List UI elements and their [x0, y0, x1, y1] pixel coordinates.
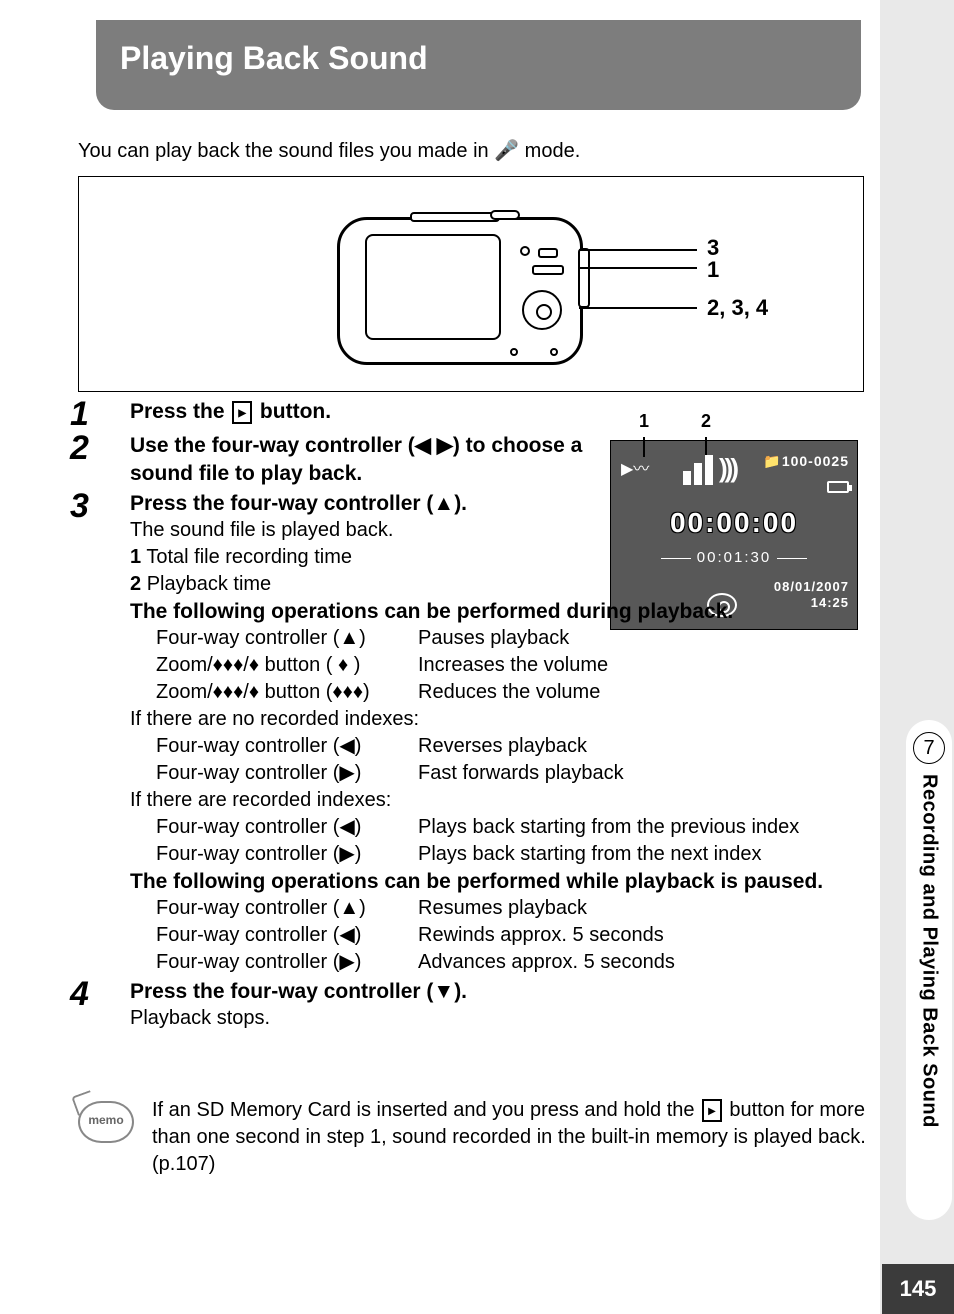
sidebar: 7 Recording and Playing Back Sound 145: [880, 0, 954, 1314]
step-1: 1 Press the button.: [70, 398, 870, 430]
op4b: Reverses playback: [418, 733, 870, 760]
play-button-icon: [702, 1099, 722, 1122]
op8a: Four-way controller (▲): [156, 895, 418, 922]
step-2-num: 2: [70, 432, 130, 464]
step-1-text-a: Press the: [130, 400, 230, 423]
op6a: Four-way controller (◀): [156, 814, 418, 841]
op2b: Increases the volume: [418, 652, 870, 679]
page-number: 145: [882, 1264, 954, 1314]
camera-diagram: 3 1 2, 3, 4: [78, 176, 864, 392]
memo-icon: memo: [78, 1101, 134, 1143]
op7a: Four-way controller (▶): [156, 841, 418, 868]
section-title: Playing Back Sound: [120, 40, 837, 77]
ops-with-index: Four-way controller (◀)Plays back starti…: [130, 814, 870, 868]
op9a: Four-way controller (◀): [156, 922, 418, 949]
callout-1: 1: [707, 257, 719, 283]
section-header: Playing Back Sound: [96, 20, 861, 110]
step-4-text: Press the four-way controller (▼).: [130, 978, 870, 1005]
op4a: Four-way controller (◀): [156, 733, 418, 760]
camera-illustration: [337, 217, 583, 365]
intro-prefix: You can play back the sound files you ma…: [78, 140, 494, 162]
op2a: Zoom/♦♦♦/♦ button ( ♦ ): [156, 652, 418, 679]
memo-block: memo If an SD Memory Card is inserted an…: [78, 1097, 868, 1178]
op1b: Pauses playback: [418, 625, 870, 652]
step-4: 4 Press the four-way controller (▼). Pla…: [70, 978, 870, 1032]
ops-header: The following operations can be performe…: [130, 598, 870, 625]
step-2-text: Use the four-way controller (◀ ▶) to cho…: [130, 434, 582, 485]
op7b: Plays back starting from the next index: [418, 841, 870, 868]
callout-234: 2, 3, 4: [707, 295, 768, 321]
op3b: Reduces the volume: [418, 679, 870, 706]
op5b: Fast forwards playback: [418, 760, 870, 787]
step-2: 2 Use the four-way controller (◀ ▶) to c…: [70, 432, 870, 488]
page-content: Playing Back Sound You can play back the…: [0, 0, 880, 1314]
steps-list: 1 Press the button. 2 Use the four-way c…: [70, 398, 870, 1034]
legend-2: Playback time: [147, 573, 272, 595]
step-1-num: 1: [70, 398, 130, 430]
chapter-number: 7: [913, 732, 945, 764]
no-index-label: If there are no recorded indexes:: [130, 706, 870, 733]
step-3-note: The sound file is played back.: [130, 517, 870, 544]
op6b: Plays back starting from the previous in…: [418, 814, 870, 841]
step-3-text: Press the four-way controller (▲).: [130, 490, 870, 517]
step-4-note: Playback stops.: [130, 1005, 870, 1032]
step-3-num: 3: [70, 490, 130, 522]
play-button-icon: [232, 401, 252, 424]
op1a: Four-way controller (▲): [156, 625, 418, 652]
pause-header: The following operations can be performe…: [130, 868, 870, 895]
op3a: Zoom/♦♦♦/♦ button (♦♦♦): [156, 679, 418, 706]
ops-paused: Four-way controller (▲)Resumes playback …: [130, 895, 870, 976]
intro-suffix: mode.: [519, 140, 580, 162]
op9b: Rewinds approx. 5 seconds: [418, 922, 870, 949]
op10a: Four-way controller (▶): [156, 949, 418, 976]
legend-1: Total file recording time: [146, 546, 352, 568]
step-4-num: 4: [70, 978, 130, 1010]
ops-no-index: Four-way controller (◀)Reverses playback…: [130, 733, 870, 787]
op5a: Four-way controller (▶): [156, 760, 418, 787]
step-1-text-b: button.: [254, 400, 331, 423]
op10b: Advances approx. 5 seconds: [418, 949, 870, 976]
ops-during-playback: Four-way controller (▲)Pauses playback Z…: [130, 625, 870, 706]
op8b: Resumes playback: [418, 895, 870, 922]
chapter-tab: 7 Recording and Playing Back Sound: [906, 720, 952, 1220]
mic-icon: 🎤: [494, 140, 519, 162]
intro-text: You can play back the sound files you ma…: [78, 138, 580, 163]
memo-text: If an SD Memory Card is inserted and you…: [152, 1097, 868, 1178]
step-3: 3 Press the four-way controller (▲). The…: [70, 490, 870, 976]
chapter-title: Recording and Playing Back Sound: [918, 774, 941, 1128]
index-label: If there are recorded indexes:: [130, 787, 870, 814]
